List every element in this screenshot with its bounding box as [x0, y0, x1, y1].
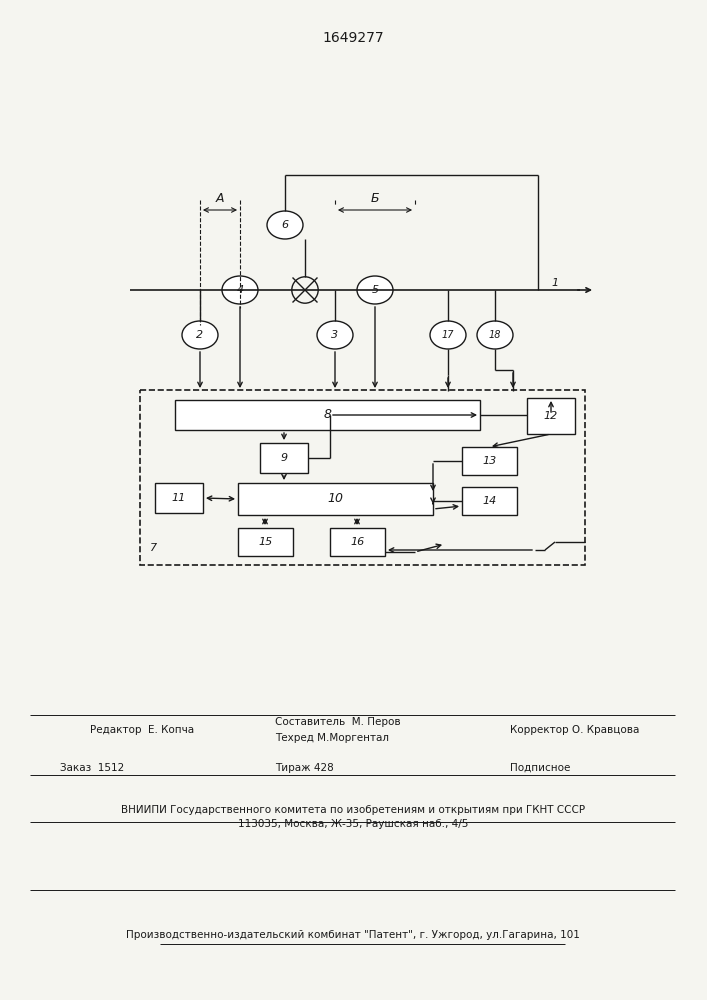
Text: 12: 12	[544, 411, 558, 421]
Bar	[140, 390, 585, 565]
Text: 14: 14	[482, 496, 496, 506]
Ellipse shape	[182, 321, 218, 349]
Text: 17: 17	[442, 330, 455, 340]
Text: Производственно-издательский комбинат "Патент", г. Ужгород, ул.Гагарина, 101: Производственно-издательский комбинат "П…	[126, 930, 580, 940]
Ellipse shape	[430, 321, 466, 349]
Text: 1: 1	[551, 278, 559, 288]
Bar	[527, 398, 575, 434]
Ellipse shape	[317, 321, 353, 349]
Text: 113035, Москва, Ж-35, Раушская наб., 4/5: 113035, Москва, Ж-35, Раушская наб., 4/5	[238, 819, 468, 829]
Text: 6: 6	[281, 220, 288, 230]
Ellipse shape	[267, 211, 303, 239]
Text: 4: 4	[236, 285, 244, 295]
Text: 13: 13	[482, 456, 496, 466]
Bar	[238, 528, 293, 556]
Text: Составитель  М. Перов: Составитель М. Перов	[275, 717, 401, 727]
Text: Тираж 428: Тираж 428	[275, 763, 334, 773]
Bar	[238, 483, 433, 515]
Text: 15: 15	[258, 537, 273, 547]
Text: 3: 3	[332, 330, 339, 340]
Bar	[462, 447, 517, 475]
Text: А: А	[216, 192, 224, 205]
Ellipse shape	[222, 276, 258, 304]
Bar	[155, 483, 203, 513]
Text: Подписное: Подписное	[510, 763, 571, 773]
Text: 18: 18	[489, 330, 501, 340]
Bar	[462, 487, 517, 515]
Bar	[260, 443, 308, 473]
Bar	[175, 400, 480, 430]
Text: 2: 2	[197, 330, 204, 340]
Text: 1649277: 1649277	[322, 31, 384, 45]
Text: 8: 8	[324, 408, 332, 422]
Ellipse shape	[357, 276, 393, 304]
Bar	[330, 528, 385, 556]
Text: Б: Б	[370, 192, 380, 205]
Text: 7: 7	[150, 543, 157, 553]
Text: 16: 16	[351, 537, 365, 547]
Text: Корректор О. Кравцова: Корректор О. Кравцова	[510, 725, 639, 735]
Text: Редактор  Е. Копча: Редактор Е. Копча	[90, 725, 194, 735]
Text: ВНИИПИ Государственного комитета по изобретениям и открытиям при ГКНТ СССР: ВНИИПИ Государственного комитета по изоб…	[121, 805, 585, 815]
Ellipse shape	[477, 321, 513, 349]
Text: 11: 11	[172, 493, 186, 503]
Text: Заказ  1512: Заказ 1512	[60, 763, 124, 773]
Text: 9: 9	[281, 453, 288, 463]
Text: Техред М.Моргентал: Техред М.Моргентал	[275, 733, 389, 743]
Text: 10: 10	[327, 492, 344, 506]
Text: 5: 5	[371, 285, 378, 295]
